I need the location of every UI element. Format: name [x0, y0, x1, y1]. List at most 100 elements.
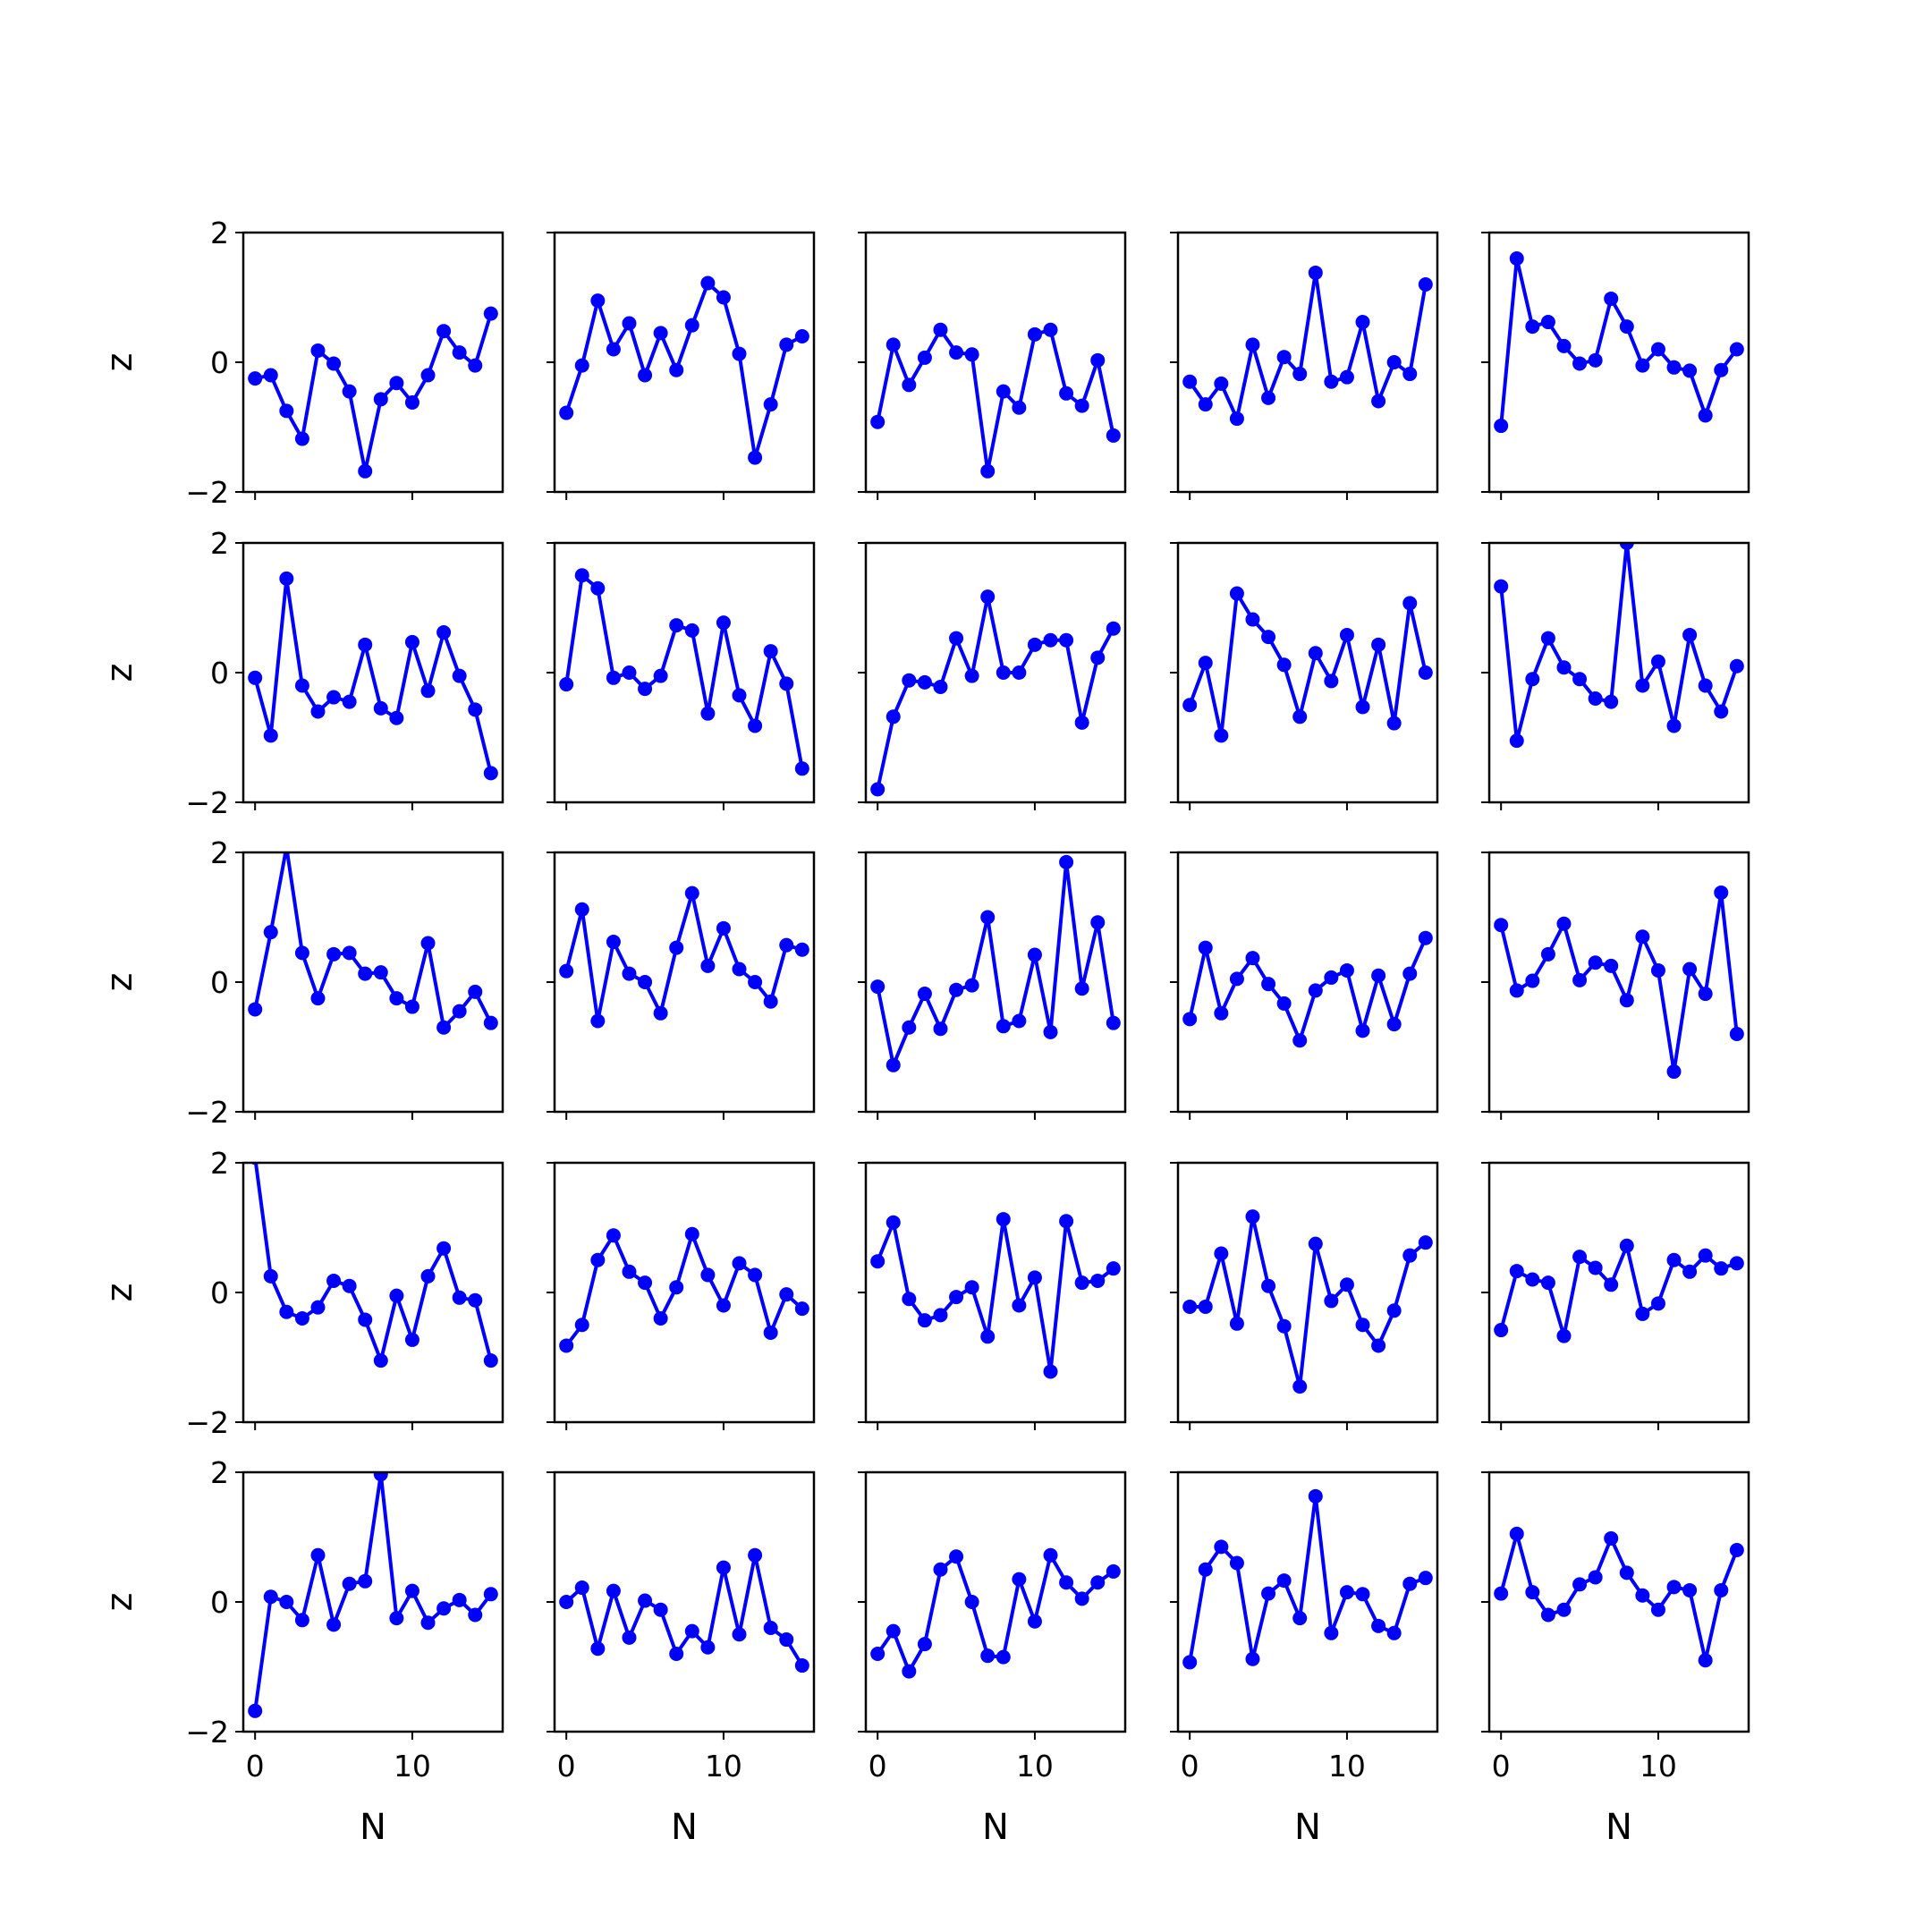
data-point — [700, 275, 716, 291]
data-point — [933, 1021, 948, 1037]
subplot-r2-c3 — [858, 541, 1127, 810]
data-point — [1402, 1248, 1418, 1263]
data-point — [1324, 1625, 1339, 1640]
series — [248, 571, 498, 781]
data-point — [342, 384, 357, 399]
axes-frame — [864, 541, 1127, 804]
data-point — [1604, 1277, 1619, 1292]
data-point — [700, 1267, 716, 1283]
data-point — [1090, 1273, 1106, 1288]
series-line — [1188, 936, 1428, 1043]
data-point — [933, 1308, 948, 1323]
data-point — [452, 1290, 467, 1305]
data-point — [700, 1640, 716, 1655]
data-point — [1635, 1588, 1650, 1603]
y-tick-label: 0 — [210, 965, 229, 1000]
data-point — [902, 1292, 917, 1307]
series-line — [1499, 891, 1739, 1073]
data-point — [996, 1212, 1011, 1227]
data-point — [917, 674, 932, 690]
data-point — [1650, 1602, 1665, 1617]
y-axis-label: z — [99, 353, 140, 372]
x-tick-label: 0 — [1181, 1749, 1199, 1784]
data-point — [1682, 1582, 1698, 1597]
data-point — [294, 678, 309, 693]
data-point — [1635, 929, 1650, 945]
data-point — [1355, 315, 1370, 330]
series — [870, 1547, 1121, 1679]
data-point — [559, 1338, 574, 1353]
data-point — [1714, 1582, 1729, 1597]
data-point — [1525, 1272, 1540, 1287]
y-tick-label: −2 — [185, 785, 229, 820]
data-point — [1556, 1328, 1572, 1343]
data-point — [294, 1613, 309, 1628]
series — [870, 854, 1121, 1072]
data-point — [1106, 1563, 1121, 1579]
axes-frame — [1176, 231, 1439, 494]
data-point — [763, 1325, 778, 1340]
data-point — [794, 329, 809, 343]
data-point — [1386, 1303, 1402, 1318]
data-point — [1556, 1602, 1572, 1617]
data-point — [1276, 350, 1292, 365]
data-point — [1074, 715, 1089, 730]
data-point — [1214, 376, 1229, 391]
data-point — [1012, 665, 1027, 680]
data-point — [933, 679, 948, 694]
x-tick-label: 0 — [869, 1749, 887, 1784]
data-point — [622, 316, 637, 331]
data-point — [574, 358, 589, 373]
axes-frame — [553, 851, 816, 1114]
data-point — [1494, 918, 1509, 933]
data-point — [1588, 691, 1603, 706]
data-point — [669, 940, 684, 955]
data-point — [358, 966, 373, 981]
data-point — [279, 1595, 294, 1609]
subplot-r3-c5 — [1481, 851, 1750, 1120]
data-point — [669, 1647, 684, 1661]
data-point — [483, 1015, 498, 1030]
data-point — [1059, 386, 1074, 401]
data-point — [684, 1226, 699, 1241]
x-tick-label: 0 — [246, 1749, 265, 1784]
data-point — [638, 368, 653, 383]
axes-frame — [553, 231, 816, 494]
data-point — [949, 345, 964, 360]
data-point — [732, 346, 747, 361]
data-point — [590, 1641, 606, 1657]
data-point — [1090, 352, 1106, 368]
data-point — [1276, 996, 1292, 1011]
series — [870, 322, 1121, 479]
data-point — [452, 345, 467, 360]
data-point — [574, 1580, 589, 1596]
data-point — [684, 318, 699, 333]
data-point — [389, 710, 404, 725]
data-point — [1090, 650, 1106, 665]
subplot-r4-c5 — [1481, 1161, 1750, 1430]
data-point — [732, 688, 747, 703]
data-point — [1261, 977, 1276, 992]
data-point — [886, 1215, 901, 1230]
series — [250, 1163, 498, 1368]
data-point — [1418, 1571, 1433, 1586]
data-point — [1572, 356, 1588, 371]
data-point — [870, 979, 886, 995]
data-point — [1198, 1299, 1213, 1314]
data-point — [389, 991, 404, 1006]
data-point — [1027, 1614, 1042, 1629]
subplot-r5-c1: 0 10 −2 0 2 z N — [99, 1455, 504, 1848]
y-axis-label: z — [99, 1593, 140, 1612]
data-point — [1245, 1209, 1260, 1224]
data-point — [1494, 1323, 1509, 1338]
data-point — [420, 936, 436, 951]
data-point — [389, 1611, 404, 1626]
series — [248, 1472, 498, 1718]
data-point — [1572, 972, 1588, 987]
data-point — [358, 1573, 373, 1589]
series — [1182, 586, 1433, 743]
x-tick-label: 10 — [1328, 1749, 1366, 1784]
data-point — [748, 1547, 763, 1563]
series-line — [1188, 591, 1428, 738]
